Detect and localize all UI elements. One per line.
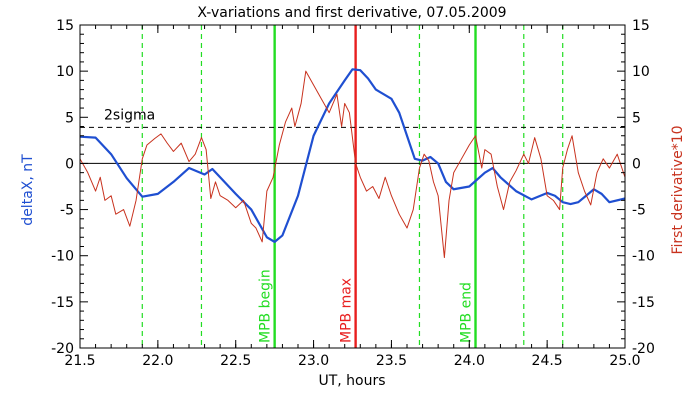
- axes: 21.5 22.0 22.5 23.0 23.5 24.0 24.5 25.0-20 -20-1…: [51, 18, 655, 369]
- x-tick-label-4: 23.5: [376, 353, 407, 369]
- series-line-deltax: [79, 68, 626, 243]
- y-tick-label-right-6: 10: [632, 64, 650, 80]
- y-tick-label-left-3: -5: [60, 203, 74, 219]
- chart-title: X-variations and first derivative, 07.05…: [197, 5, 506, 21]
- y-tick-label-right-5: 5: [632, 110, 641, 126]
- plot-frame: [79, 24, 626, 349]
- y-tick-label-left-7: 15: [56, 18, 74, 34]
- reference-lines: 2sigma: [80, 107, 625, 164]
- y-tick-label-right-7: 15: [632, 18, 650, 34]
- marker-label-1: MPB max: [339, 278, 355, 343]
- y-axis-label-right: First derivative*10: [670, 125, 686, 254]
- x-tick-label-2: 22.5: [220, 353, 251, 369]
- y-tick-label-right-3: -5: [632, 203, 646, 219]
- y-axis-label-left: deltaX, nT: [20, 154, 36, 226]
- x-tick-label-5: 24.0: [454, 353, 485, 369]
- threshold-label: 2sigma: [104, 107, 155, 123]
- x-tick-label-7: 25.0: [609, 353, 640, 369]
- y-tick-label-left-6: 10: [56, 64, 74, 80]
- y-tick-label-left-1: -15: [51, 295, 74, 311]
- y-tick-label-right-4: 0: [632, 156, 641, 172]
- y-tick-label-right-2: -10: [632, 249, 655, 265]
- y-tick-label-right-1: -15: [632, 295, 655, 311]
- x-tick-label-3: 23.0: [298, 353, 329, 369]
- x-tick-label-1: 22.0: [142, 353, 173, 369]
- x-axis-label: UT, hours: [318, 373, 385, 389]
- series-lines: [79, 68, 626, 259]
- y-tick-label-left-0: -20: [51, 341, 74, 357]
- marker-label-0: MPB begin: [258, 269, 274, 343]
- y-tick-label-left-2: -10: [51, 249, 74, 265]
- mpb-markers: MPB begin MPB max MPB end: [258, 25, 477, 348]
- y-tick-label-right-0: -20: [632, 341, 655, 357]
- y-tick-label-left-5: 5: [65, 110, 74, 126]
- series-line-derivative: [79, 70, 626, 259]
- x-tick-label-0: 21.5: [64, 353, 95, 369]
- y-tick-label-left-4: 0: [65, 156, 74, 172]
- x-tick-label-6: 24.5: [532, 353, 563, 369]
- marker-label-2: MPB end: [459, 282, 475, 343]
